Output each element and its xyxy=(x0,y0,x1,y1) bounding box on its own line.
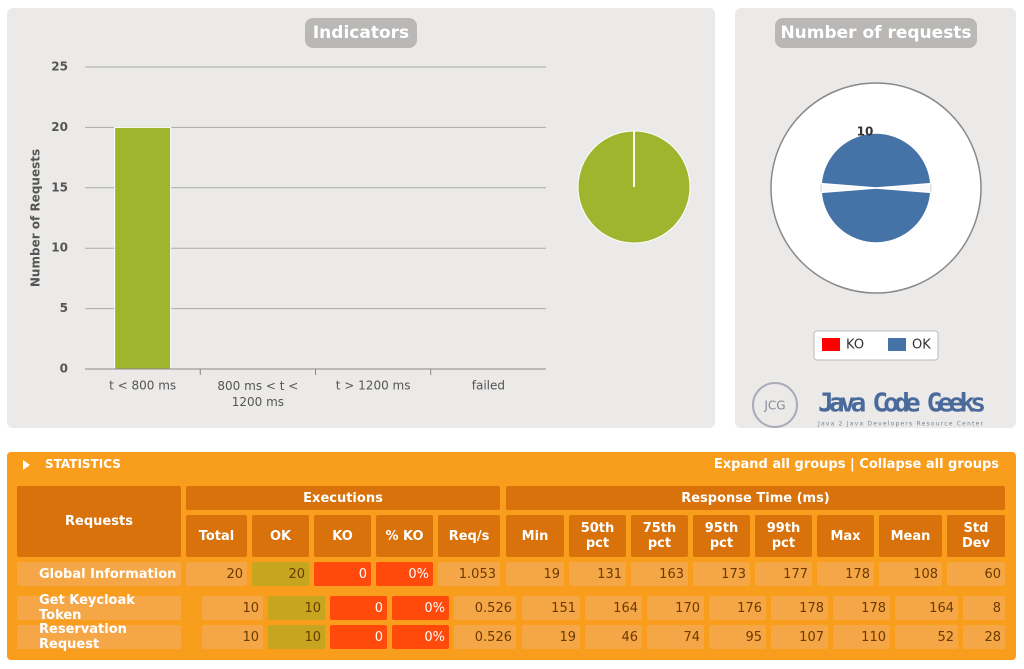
cell: 176 xyxy=(709,596,766,620)
cell: 19 xyxy=(506,562,564,586)
group-header: Response Time (ms) xyxy=(506,486,1005,510)
cell: 110 xyxy=(833,625,890,649)
requests-header[interactable]: Requests xyxy=(17,486,181,557)
indicators-panel xyxy=(7,8,715,428)
y-tick-label: 0 xyxy=(60,362,68,376)
cell: 0% xyxy=(392,596,449,620)
column-header[interactable]: Std Dev xyxy=(947,515,1005,557)
cell: 178 xyxy=(771,596,828,620)
cell: 10 xyxy=(268,596,325,620)
cell: 28 xyxy=(963,625,1005,649)
cell: 108 xyxy=(879,562,942,586)
column-header[interactable]: Req/s xyxy=(438,515,500,557)
group-links: Expand all groups | Collapse all groups xyxy=(714,457,999,472)
logo-tagline: Java 2 Java Developers Resource Center xyxy=(817,421,984,428)
row-name: Global Information xyxy=(17,562,181,586)
column-header[interactable]: Mean xyxy=(879,515,942,557)
y-tick-label: 15 xyxy=(51,180,68,194)
legend-swatch xyxy=(888,338,906,351)
cell: 52 xyxy=(895,625,958,649)
cell: 163 xyxy=(631,562,688,586)
y-tick-label: 20 xyxy=(51,120,68,134)
legend-swatch xyxy=(822,338,840,351)
row-name: Get Keycloak Token xyxy=(17,593,181,623)
title-pill xyxy=(775,18,977,48)
title-pill xyxy=(305,18,417,48)
cell: 8 xyxy=(963,596,1005,620)
y-tick-label: 25 xyxy=(51,60,68,74)
logo-badge-text: JCG xyxy=(763,399,785,413)
y-tick-label: 5 xyxy=(60,301,68,315)
collapse-link[interactable]: Collapse all groups xyxy=(859,457,999,472)
x-tick-label: t > 1200 ms xyxy=(336,379,411,393)
cell: 10 xyxy=(202,625,263,649)
column-header[interactable]: % KO xyxy=(376,515,433,557)
label-line: 800 ms < t < xyxy=(217,379,298,393)
row-name: Reservation Request xyxy=(17,622,181,652)
cell: 20 xyxy=(186,562,247,586)
cell: 107 xyxy=(771,625,828,649)
statistics-panel: STATISTICS Expand all groups | Collapse … xyxy=(7,452,1016,660)
cell: 178 xyxy=(833,596,890,620)
cell: 151 xyxy=(522,596,580,620)
cell: 164 xyxy=(585,596,642,620)
group-header: Executions xyxy=(186,486,500,510)
cell: 95 xyxy=(709,625,766,649)
cell: 1.053 xyxy=(438,562,500,586)
cell: 178 xyxy=(817,562,874,586)
chart-title: Indicators xyxy=(313,23,409,43)
legend-label: KO xyxy=(846,338,864,353)
cell: 177 xyxy=(755,562,812,586)
chart-title: Number of requests xyxy=(780,23,971,43)
charts: Indicators Number of requests Number of … xyxy=(7,8,1016,428)
expand-link[interactable]: Expand all groups xyxy=(713,457,846,472)
logo-name: Java Code Geeks xyxy=(818,389,986,419)
cell: 0 xyxy=(330,625,387,649)
cell: 60 xyxy=(947,562,1005,586)
column-header[interactable]: 75th pct xyxy=(631,515,688,557)
x-tick-label: t < 800 ms xyxy=(109,379,176,393)
legend xyxy=(813,330,939,361)
legend-label: OK xyxy=(912,338,931,353)
x-tick-label: 800 ms < t < 1200 ms xyxy=(217,379,298,409)
cell: 19 xyxy=(522,625,580,649)
cell: 0% xyxy=(376,562,433,586)
logo-badge xyxy=(752,382,798,428)
column-header[interactable]: 99th pct xyxy=(755,515,812,557)
cell: 0% xyxy=(392,625,449,649)
cell: 131 xyxy=(569,562,626,586)
cell: 74 xyxy=(647,625,704,649)
cell: 20 xyxy=(252,562,309,586)
cell: 10 xyxy=(202,596,263,620)
column-header[interactable]: KO xyxy=(314,515,371,557)
column-header[interactable]: Total xyxy=(186,515,247,557)
polar-slice xyxy=(820,132,932,189)
cell: 10 xyxy=(268,625,325,649)
cell: 170 xyxy=(647,596,704,620)
x-tick-label: failed xyxy=(472,379,505,393)
bar xyxy=(114,126,172,370)
cell: 0.526 xyxy=(454,596,516,620)
y-tick-label: 10 xyxy=(51,241,68,255)
column-header[interactable]: OK xyxy=(252,515,309,557)
separator: | xyxy=(850,457,855,472)
cell: 0 xyxy=(330,596,387,620)
statistics-title: STATISTICS xyxy=(45,457,121,471)
label-line: 1200 ms xyxy=(232,395,284,409)
column-header[interactable]: 95th pct xyxy=(693,515,750,557)
polar-slice xyxy=(820,187,932,244)
cell: 0 xyxy=(314,562,371,586)
column-header[interactable]: Min xyxy=(506,515,564,557)
cell: 46 xyxy=(585,625,642,649)
y-axis-title: Number of Requests xyxy=(29,149,43,287)
column-header[interactable]: 50th pct xyxy=(569,515,626,557)
toggle-icon[interactable] xyxy=(23,460,30,470)
cell: 164 xyxy=(895,596,958,620)
column-header[interactable]: Max xyxy=(817,515,874,557)
cell: 0.526 xyxy=(454,625,516,649)
data-label: 10 xyxy=(857,125,874,139)
cell: 173 xyxy=(693,562,750,586)
